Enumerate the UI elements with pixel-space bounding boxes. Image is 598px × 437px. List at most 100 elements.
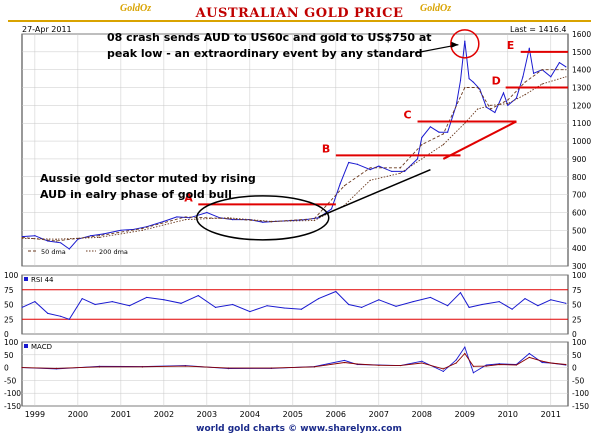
macd-point bbox=[442, 368, 444, 370]
price-point bbox=[464, 86, 466, 89]
y-tick-label: 1600 bbox=[572, 30, 591, 39]
macd-point bbox=[550, 362, 552, 364]
rsi-point bbox=[378, 299, 380, 301]
macd-point bbox=[227, 367, 229, 369]
price-point bbox=[98, 236, 100, 239]
price-point bbox=[55, 240, 57, 242]
macd-point bbox=[399, 364, 401, 367]
rsi-point bbox=[21, 306, 23, 309]
price-point bbox=[227, 218, 229, 220]
x-tick-label: 2007 bbox=[369, 410, 389, 419]
rsi-point bbox=[81, 298, 83, 300]
x-tick-label: 2004 bbox=[240, 410, 260, 419]
price-point bbox=[339, 183, 341, 185]
price-point bbox=[438, 131, 440, 133]
panel-title: RSI 44 bbox=[31, 276, 54, 284]
rsi-point bbox=[232, 303, 234, 306]
rsi-point bbox=[197, 295, 199, 297]
y-tick-label-left: 75 bbox=[4, 286, 14, 295]
price-point bbox=[270, 220, 272, 222]
price-point bbox=[558, 61, 561, 64]
macd-point bbox=[98, 366, 100, 368]
rsi-point bbox=[395, 305, 397, 307]
level-label-D: D bbox=[492, 75, 501, 88]
price-point bbox=[348, 161, 350, 164]
macd-point bbox=[343, 359, 346, 362]
price-point bbox=[176, 216, 178, 218]
price-point bbox=[490, 108, 492, 110]
logo-left: GoldOz bbox=[120, 3, 151, 14]
price-point bbox=[541, 83, 543, 85]
price-point bbox=[468, 78, 470, 80]
rsi-point bbox=[468, 306, 470, 309]
macd-point bbox=[455, 359, 457, 361]
peak-circle bbox=[450, 29, 480, 59]
rsi-point bbox=[283, 307, 285, 309]
y-tick-label: 1200 bbox=[572, 101, 591, 110]
rsi-point bbox=[300, 308, 303, 310]
rsi-point bbox=[335, 290, 337, 293]
y-tick-label: 600 bbox=[572, 208, 587, 217]
rsi-point bbox=[47, 312, 49, 314]
price-point bbox=[421, 144, 423, 146]
y-tick-label: -50 bbox=[572, 376, 584, 385]
macd-point bbox=[141, 366, 143, 368]
macd-point bbox=[472, 365, 475, 367]
y-tick-label-left: -50 bbox=[4, 376, 16, 385]
price-point bbox=[90, 235, 92, 237]
price-point bbox=[541, 69, 543, 71]
price-point bbox=[21, 237, 23, 239]
panel-title-swatch bbox=[24, 344, 28, 348]
level-label-E: E bbox=[507, 39, 515, 52]
y-tick-label: 100 bbox=[572, 271, 587, 280]
rsi-point bbox=[412, 300, 414, 303]
price-point bbox=[507, 104, 509, 106]
price-point bbox=[141, 227, 143, 230]
rsi-point bbox=[511, 308, 513, 310]
title-bar: AUSTRALIAN GOLD PRICE bbox=[8, 2, 591, 21]
price-point bbox=[369, 167, 371, 169]
legend-label: 50 dma bbox=[41, 248, 66, 256]
price-point bbox=[262, 221, 264, 223]
macd-point bbox=[455, 362, 457, 364]
price-point bbox=[565, 69, 567, 71]
y-tick-label: 1100 bbox=[572, 119, 591, 128]
macd-point bbox=[528, 356, 530, 358]
price-point bbox=[184, 219, 186, 221]
macd-point bbox=[270, 367, 272, 369]
price-point bbox=[206, 211, 208, 214]
price-point bbox=[399, 167, 401, 169]
y-tick-label: 0 bbox=[572, 364, 577, 373]
price-point bbox=[490, 104, 492, 106]
y-tick-label: -150 bbox=[572, 402, 589, 411]
price-point bbox=[68, 248, 70, 250]
rsi-point bbox=[429, 296, 432, 299]
price-point bbox=[60, 242, 62, 244]
price-point bbox=[464, 40, 466, 42]
sector-note-line-2: AUD in ealry phase of gold bull bbox=[40, 188, 232, 201]
crash-note-line-1: 08 crash sends AUD to US60c and gold to … bbox=[107, 31, 432, 44]
price-point bbox=[507, 99, 509, 101]
price-point bbox=[522, 76, 524, 78]
x-tick-label: 2009 bbox=[455, 410, 475, 419]
footer-credit: world gold charts © www.sharelynx.com bbox=[196, 424, 402, 434]
panel-price bbox=[21, 33, 569, 267]
price-point bbox=[429, 126, 432, 128]
price-series-0 bbox=[21, 41, 567, 250]
price-point bbox=[550, 76, 552, 78]
y-tick-label: -100 bbox=[572, 389, 589, 398]
price-point bbox=[120, 229, 122, 231]
macd-point bbox=[464, 346, 466, 348]
price-point bbox=[77, 238, 79, 240]
price-point bbox=[442, 133, 444, 135]
x-tick-label: 2005 bbox=[283, 410, 303, 419]
price-point bbox=[184, 216, 186, 218]
macd-point bbox=[343, 361, 346, 364]
rsi-point bbox=[128, 305, 131, 307]
panel-macd bbox=[21, 341, 569, 407]
price-point bbox=[313, 218, 315, 220]
x-tick-label: 2003 bbox=[197, 410, 217, 419]
legend-label: 200 dma bbox=[99, 248, 128, 256]
date-label: 27-Apr 2011 bbox=[22, 25, 72, 34]
